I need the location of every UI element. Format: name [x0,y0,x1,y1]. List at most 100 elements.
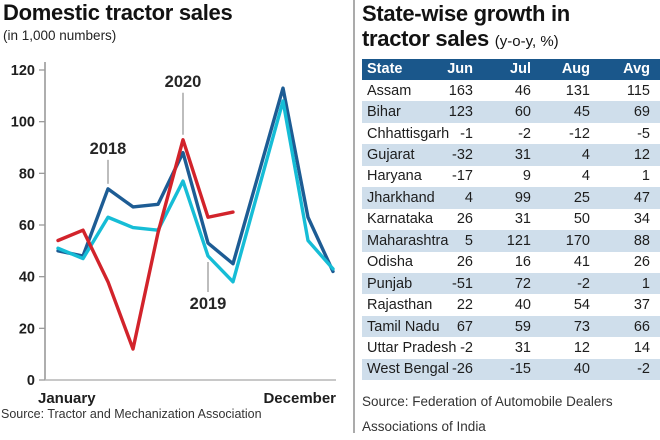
value-cell: 50 [573,211,590,228]
tractor-sales-chart-panel: 0 20 40 60 80 100 120 2018 2020 2019 January Decemb… [1,0,336,421]
value-cell: -2 [637,361,650,378]
value-cell: 37 [633,297,650,314]
column-header-avg: Avg [597,59,660,80]
table-source-line1: Source: Federation of Automobile Dealers [362,394,613,410]
value-cell: 31 [514,147,531,164]
value-cell: 40 [573,361,590,378]
y-tick-label: 20 [19,321,35,337]
value-cell: 47 [633,189,650,206]
value-cell: 60 [514,104,531,121]
series-line-2019 [56,99,335,284]
x-axis-label-december: December [263,390,336,407]
value-cell: -17 [452,168,473,185]
value-cell: 12 [573,339,590,356]
value-cell: -5 [637,125,650,142]
value-cell: 99 [514,189,531,206]
value-cell: 26 [456,254,473,271]
value-cell: 25 [573,189,590,206]
series-line-2018 [56,86,335,274]
value-cell: 40 [514,297,531,314]
value-cell: 170 [565,232,590,249]
state-name-cell: Uttar Pradesh [367,339,457,356]
chart-source: Source: Tractor and Mechanization Associ… [1,407,262,421]
table-row: Uttar Pradesh -2 31 12 14 [362,337,660,358]
value-cell: 67 [456,318,473,335]
value-cell: -1 [460,125,473,142]
year-label-2018: 2018 [90,140,127,158]
value-cell: -2 [577,275,590,292]
state-name-cell: Maharashtra [367,232,449,249]
table-row: Jharkhand 4 99 25 47 [362,187,660,209]
value-cell: 45 [573,104,590,121]
value-cell: 66 [633,318,650,335]
state-name-cell: Chhattisgarh [367,125,450,142]
table-title-line2: tractor sales [362,26,495,51]
value-cell: 4 [581,168,590,185]
sales-line-chart: 0 20 40 60 80 100 120 2018 2020 2019 January Decemb… [11,62,336,407]
table-source: Source: Federation of Automobile Dealers… [362,389,660,439]
state-name-cell: Rajasthan [367,297,433,314]
column-header-aug: Aug [538,59,597,80]
table-title-suffix: (y-o-y, %) [494,33,559,50]
y-tick-label: 0 [27,373,35,389]
state-name-cell: Odisha [367,254,413,271]
year-label-2019: 2019 [190,295,227,313]
value-cell: -15 [510,361,531,378]
table-row: West Bengal -26 -15 40 -2 [362,358,660,381]
value-cell: -2 [518,125,531,142]
table-row: Karnataka 26 31 50 34 [362,209,660,230]
table-row: Assam 163 46 131 115 [362,80,660,101]
y-tick-label: 60 [19,218,35,234]
table-row: Haryana -17 9 4 1 [362,166,660,187]
value-cell: 41 [573,254,590,271]
table-row: Rajasthan 22 40 54 37 [362,294,660,315]
table-row: Gujarat -32 31 4 12 [362,144,660,166]
growth-table: State Jun Jul Aug Avg Assam 163 46 131 115 Bihar 1… [362,59,660,381]
chart-title: Domestic tractor sales [3,0,233,25]
value-cell: 115 [626,82,650,99]
value-cell: 4 [581,147,590,164]
table-row: Bihar 123 60 45 69 [362,101,660,123]
value-cell: 26 [633,254,650,271]
value-cell: 73 [573,318,590,335]
table-source-line2: Associations of India [362,419,486,435]
value-cell: -26 [452,361,473,378]
table-row: Odisha 26 16 41 26 [362,252,660,273]
y-tick-label: 40 [19,270,35,286]
value-cell: -32 [452,147,473,164]
state-name-cell: West Bengal [367,361,449,378]
table-title-line1: State-wise growth in [362,1,570,26]
value-cell: 9 [522,168,531,185]
table-title: State-wise growth in tractor sales (y-o-… [362,0,660,54]
state-name-cell: Haryana [367,168,422,185]
value-cell: 121 [506,232,531,249]
value-cell: 34 [633,211,650,228]
value-cell: 54 [573,297,590,314]
state-name-cell: Assam [367,82,412,99]
table-row: Chhattisgarh -1 -2 -12 -5 [362,123,660,144]
value-cell: -2 [460,339,473,356]
table-header-row: State Jun Jul Aug Avg [362,59,660,80]
state-name-cell: Punjab [367,275,413,292]
value-cell: 22 [456,297,473,314]
value-cell: 31 [514,211,531,228]
value-cell: -51 [452,275,473,292]
table-row: Punjab -51 72 -2 1 [362,272,660,295]
state-name-cell: Bihar [367,104,401,121]
value-cell: 88 [633,232,650,249]
state-growth-table-panel: State-wise growth in tractor sales (y-o-… [362,0,660,440]
value-cell: 31 [514,339,531,356]
value-cell: 131 [565,82,590,99]
value-cell: 69 [633,104,650,121]
value-cell: 4 [464,189,473,206]
state-name-cell: Jharkhand [367,189,435,206]
value-cell: 16 [514,254,531,271]
x-axis-label-january: January [38,390,96,407]
value-cell: 123 [448,104,473,121]
value-cell: 1 [641,168,650,185]
table-row: Maharashtra 5 121 170 88 [362,230,660,252]
state-name-cell: Tamil Nadu [367,318,440,335]
column-header-jun: Jun [424,59,480,80]
value-cell: 1 [641,275,650,292]
value-cell: 59 [514,318,531,335]
